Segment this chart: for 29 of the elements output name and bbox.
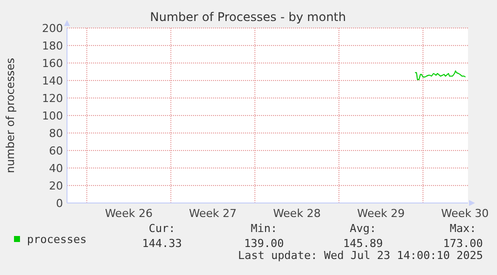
y-tick-label: 80 — [49, 127, 63, 140]
text: Max: — [450, 222, 476, 235]
y-tick-label: 40 — [49, 162, 63, 175]
text: 139.00 — [244, 237, 284, 250]
x-tick-label: Week 29 — [357, 207, 405, 220]
x-tick-label: Week 27 — [189, 207, 237, 220]
y-tick-label: 200 — [42, 22, 63, 35]
text: 145.89 — [343, 237, 383, 250]
line-series — [414, 70, 466, 80]
y-tick-label: 100 — [42, 110, 63, 122]
text: Last update: Wed Jul 23 14:00:10 2025 — [238, 249, 483, 262]
chart-title: Number of Processes - by month — [150, 10, 346, 24]
text: Min: — [250, 222, 278, 235]
y-tick-label: 0 — [56, 197, 63, 210]
y-tick-label: 60 — [49, 144, 63, 158]
y-tick-label: 180 — [42, 40, 63, 52]
text: 173.00 — [443, 237, 483, 250]
y-axis-title: number of processes — [4, 58, 17, 174]
x-tick-label: Week 28 — [273, 207, 321, 220]
text: 144.33 — [142, 237, 182, 250]
y-tick-label: 120 — [42, 92, 63, 105]
legend-label: processes — [27, 233, 87, 246]
y-tick-label: 160 — [42, 57, 63, 70]
y-tick-label: 20 — [49, 180, 63, 192]
text: Cur: — [148, 222, 176, 235]
x-tick-label: Week 26 — [104, 207, 153, 220]
x-tick-label: Week 30 — [441, 207, 489, 220]
text: Avg: — [350, 222, 376, 235]
y-tick-label: 140 — [42, 74, 63, 88]
